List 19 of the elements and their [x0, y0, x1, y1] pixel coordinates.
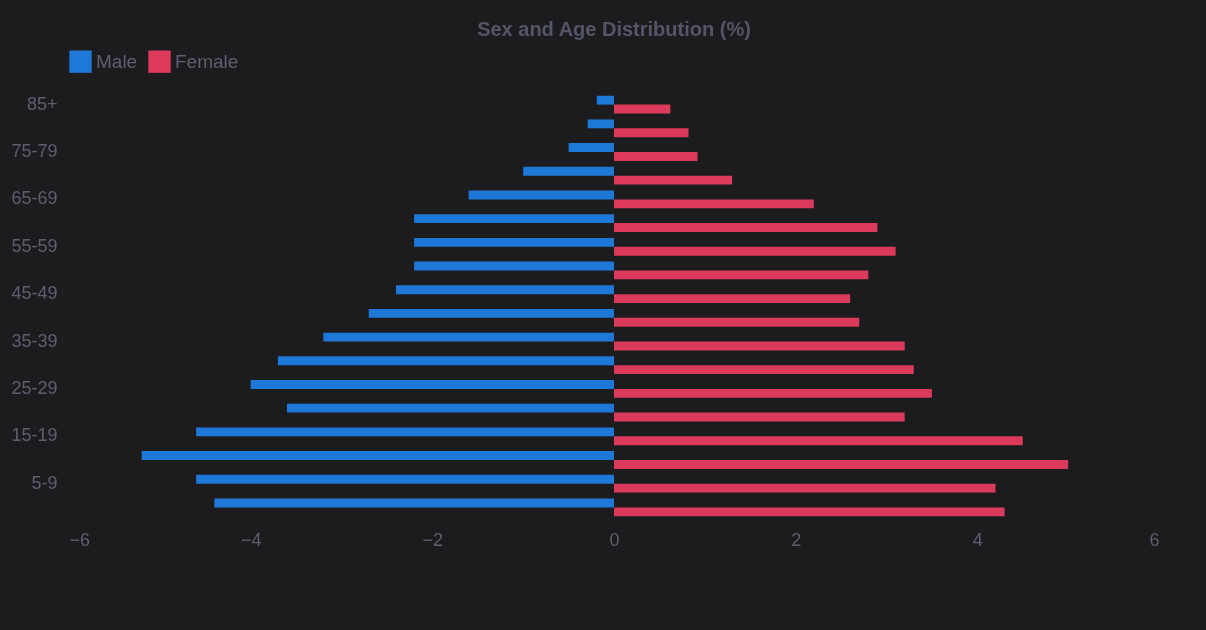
x-tick-label: 4: [972, 529, 983, 550]
legend-label: Male: [96, 50, 138, 72]
x-tick-label: 6: [1149, 529, 1160, 550]
y-tick-label: 25-29: [11, 377, 58, 398]
chart-title: Sex and Age Distribution (%): [477, 18, 751, 40]
y-tick-label: 85+: [26, 93, 58, 114]
x-tick-label: −6: [69, 529, 91, 550]
x-tick-label: 2: [791, 529, 802, 550]
legend-label: Female: [175, 50, 239, 72]
y-tick-label: 5-9: [31, 472, 58, 493]
y-tick-label: 35-39: [11, 330, 58, 351]
y-tick-label: 75-79: [11, 141, 58, 162]
y-tick-label: 65-69: [11, 188, 58, 209]
x-tick-label: 0: [609, 529, 620, 550]
y-tick-label: 45-49: [11, 283, 58, 304]
x-tick-label: −4: [240, 529, 262, 550]
x-tick-label: −2: [422, 529, 444, 550]
y-tick-label: 55-59: [11, 235, 58, 256]
y-tick-label: 15-19: [11, 425, 58, 446]
